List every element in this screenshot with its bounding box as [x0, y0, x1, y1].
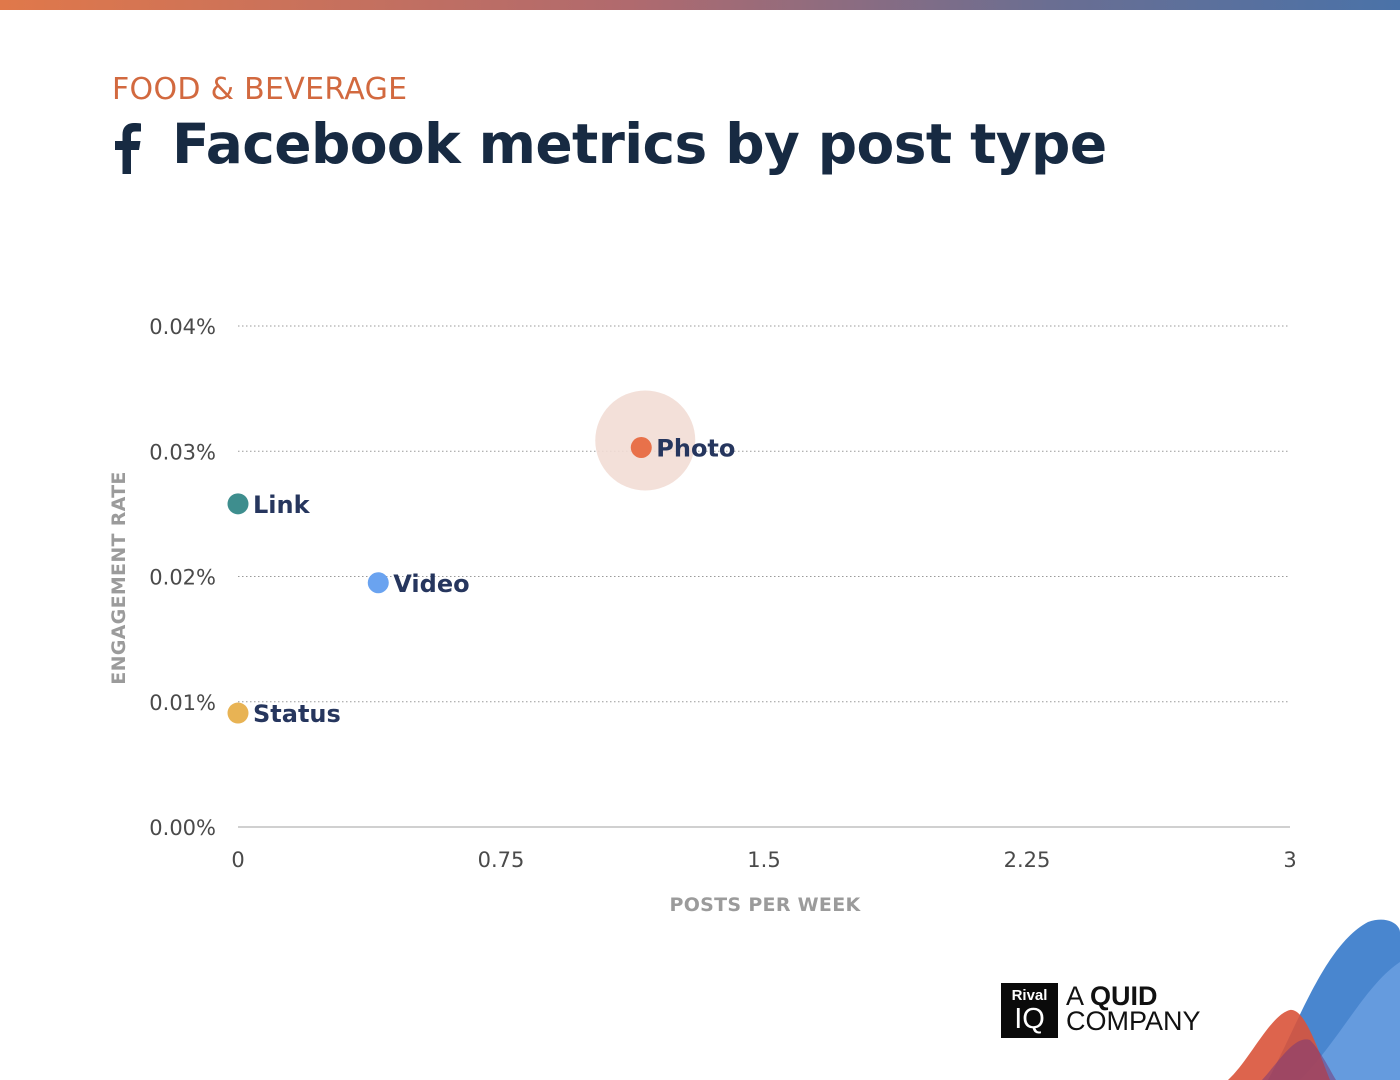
facebook-icon — [115, 123, 141, 174]
page-title: Facebook metrics by post type — [172, 112, 1107, 176]
x-tick-label: 1.5 — [747, 848, 780, 872]
x-tick-label: 2.25 — [1004, 848, 1051, 872]
x-axis-label: POSTS PER WEEK — [669, 894, 861, 916]
y-tick-label: 0.01% — [149, 691, 216, 715]
point-label-status: Status — [253, 700, 341, 728]
point-label-video: Video — [393, 570, 469, 598]
y-tick-label: 0.04% — [149, 315, 216, 339]
point-photo — [630, 436, 652, 458]
point-label-photo: Photo — [656, 434, 735, 462]
x-tick-label: 3 — [1283, 848, 1296, 872]
x-tick-label: 0.75 — [478, 848, 525, 872]
x-tick-label: 0 — [231, 848, 244, 872]
point-status — [227, 702, 249, 724]
point-label-link: Link — [253, 491, 311, 519]
category-label: FOOD & BEVERAGE — [112, 72, 408, 107]
point-video — [367, 572, 389, 594]
y-tick-label: 0.03% — [149, 440, 216, 464]
top-gradient-bar — [0, 0, 1400, 10]
y-tick-label: 0.02% — [149, 566, 216, 590]
quid-company-tagline: A QUID COMPANY — [1066, 981, 1201, 1036]
point-link — [227, 493, 249, 515]
y-tick-label: 0.00% — [149, 816, 216, 840]
rival-iq-logo: Rival IQ — [1001, 983, 1058, 1038]
